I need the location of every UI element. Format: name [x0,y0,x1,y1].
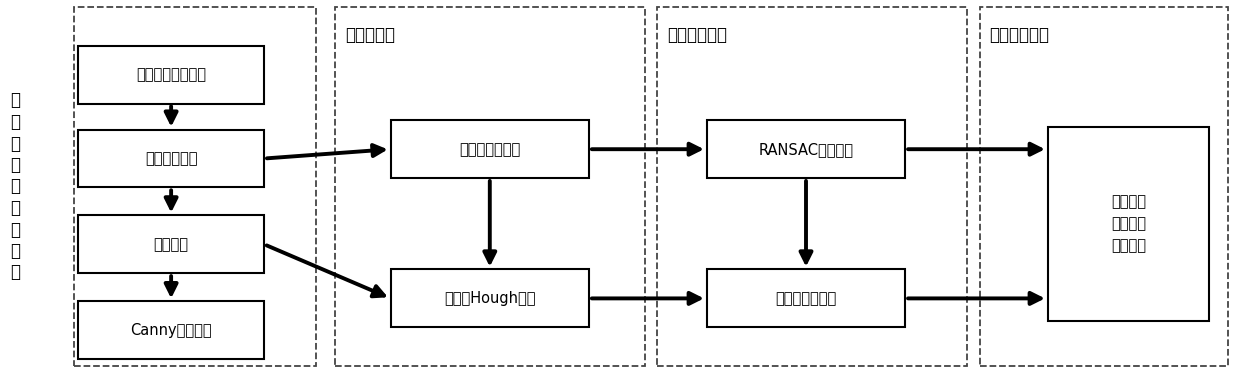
Bar [980,7,1228,366]
Text: 左右车道划分: 左右车道划分 [990,26,1049,44]
Text: RANSAC估计灭点: RANSAC估计灭点 [759,142,853,157]
Text: 差值滤波: 差值滤波 [154,237,188,252]
Bar [78,301,264,359]
Text: 左右边缘线提取: 左右边缘线提取 [775,291,837,306]
Bar [335,7,645,366]
Text: 背景图像提取: 背景图像提取 [145,151,197,166]
Text: Canny边缘提取: Canny边缘提取 [130,323,212,338]
Bar [74,7,316,366]
Bar [707,269,905,327]
Text: 读入高速公路图像: 读入高速公路图像 [136,67,206,82]
Bar [391,269,589,327]
Text: 子区域Hough检测: 子区域Hough检测 [444,291,536,306]
Bar [657,7,967,366]
Bar [78,216,264,273]
Text: 路面区域提取: 路面区域提取 [667,26,727,44]
Bar [707,120,905,178]
Bar [78,130,264,188]
Bar [391,120,589,178]
Text: 车道线检测: 车道线检测 [345,26,394,44]
Text: 车
道
线
边
缘
像
素
提
取: 车 道 线 边 缘 像 素 提 取 [10,91,20,282]
Text: 图像等区域划分: 图像等区域划分 [459,142,521,157]
Bar [1048,127,1209,321]
Text: 分水岭提
取中间车
道分割线: 分水岭提 取中间车 道分割线 [1111,194,1146,254]
Bar [78,46,264,103]
